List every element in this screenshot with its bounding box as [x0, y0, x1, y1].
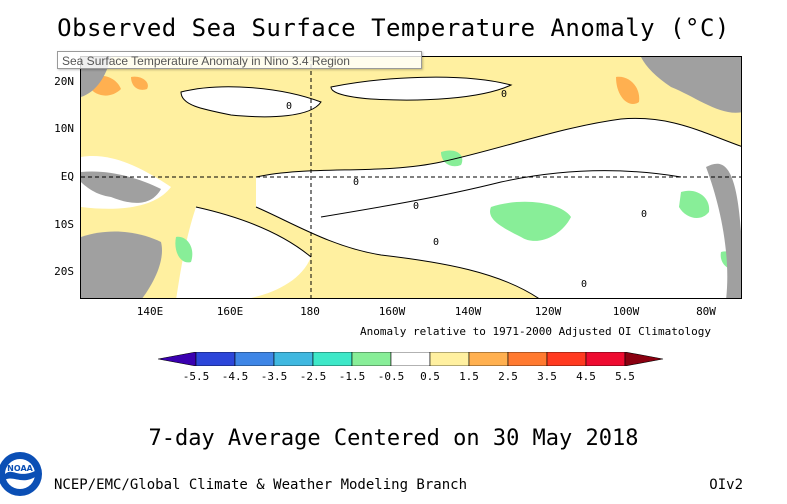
colorbar-tick: 1.5: [459, 370, 479, 383]
lat-label-20n: 20N: [54, 75, 74, 88]
colorbar-tick: -5.5: [182, 370, 210, 383]
contour-label: 0: [433, 237, 439, 248]
colorbar-tick: -1.5: [338, 370, 366, 383]
contour-line-6: [320, 170, 682, 218]
climatology-note: Anomaly relative to 1971-2000 Adjusted O…: [360, 325, 711, 338]
map-title: Observed Sea Surface Temperature Anomaly…: [57, 14, 730, 42]
colorbar-swatch: [234, 352, 275, 366]
cool-patch-equatorial: [441, 150, 463, 167]
contour-label: 0: [413, 201, 419, 212]
warm-tongue-south: [311, 242, 517, 298]
colorbar-swatch: [585, 352, 626, 366]
colorbar-tick: 2.5: [498, 370, 518, 383]
colorbar-tick: -0.5: [377, 370, 405, 383]
lat-label-10n: 10N: [54, 122, 74, 135]
sst-anomaly-map: 0 0 0 0 0 0 0: [80, 56, 742, 299]
colorbar: [158, 352, 664, 366]
colorbar-tick: 0.5: [420, 370, 440, 383]
land-indonesia: [81, 171, 161, 203]
lon-label-100w: 100W: [612, 305, 640, 318]
lon-label-160e: 160E: [216, 305, 244, 318]
contour-line-3: [180, 86, 322, 118]
cool-patch-southwest: [175, 236, 193, 263]
cool-patch-central: [490, 201, 571, 241]
cool-patch-east: [679, 190, 710, 219]
lat-label-10s: 10S: [54, 218, 74, 231]
colorbar-swatch: [351, 352, 392, 366]
map-hover-tooltip: Sea Surface Temperature Anomaly in Nino …: [57, 51, 422, 69]
lon-label-140w: 140W: [454, 305, 482, 318]
contour-label: 0: [286, 101, 292, 112]
noaa-logo: NOAA: [0, 452, 42, 496]
contour-line-5: [195, 206, 312, 258]
land-south-america: [706, 163, 741, 298]
contour-label: 0: [641, 209, 647, 220]
colorbar-swatch: [468, 352, 509, 366]
contour-line-1: [255, 117, 741, 178]
colorbar-tick: -3.5: [260, 370, 288, 383]
colorbar-swatch: [312, 352, 353, 366]
colorbar-swatch: [195, 352, 236, 366]
land-north-america: [641, 57, 741, 113]
hot-patch-northwest-2: [131, 76, 148, 90]
lon-label-180: 180: [300, 305, 320, 318]
lon-label-80w: 80W: [696, 305, 716, 318]
contour-label: 0: [353, 177, 359, 188]
colorbar-swatch: [546, 352, 587, 366]
lon-label-140e: 140E: [136, 305, 164, 318]
colorbar-tick: -4.5: [221, 370, 249, 383]
colorbar-tick: 4.5: [576, 370, 596, 383]
map-canvas: 0 0 0 0 0 0 0: [81, 57, 741, 298]
lon-label-120w: 120W: [534, 305, 562, 318]
contour-label: 0: [501, 89, 507, 100]
land-australia: [81, 231, 162, 298]
colorbar-swatch: [429, 352, 470, 366]
neutral-region-southwest: [176, 207, 311, 298]
contour-line-2: [255, 206, 539, 298]
neutral-region-northcentral: [331, 77, 511, 101]
colorbar-swatch: [273, 352, 314, 366]
contour-label: 0: [581, 279, 587, 290]
noaa-logo-text: NOAA: [7, 464, 33, 473]
colorbar-swatch: [158, 352, 197, 366]
neutral-region-north: [181, 86, 321, 117]
hot-patch-northeast: [616, 76, 640, 105]
colorbar-swatch: [624, 352, 664, 366]
lat-label-eq: EQ: [60, 170, 74, 183]
colorbar-tick: 5.5: [615, 370, 635, 383]
colorbar-tick: 3.5: [537, 370, 557, 383]
lon-label-160w: 160W: [378, 305, 406, 318]
averaging-period: 7-day Average Centered on 30 May 2018: [148, 426, 639, 451]
contour-line-4: [330, 76, 513, 101]
colorbar-swatch: [507, 352, 548, 366]
colorbar-swatch: [390, 352, 431, 366]
footer-dataset: OIv2: [709, 477, 743, 493]
footer-credit: NCEP/EMC/Global Climate & Weather Modeli…: [54, 477, 468, 493]
colorbar-tick: -2.5: [299, 370, 327, 383]
lat-label-20s: 20S: [54, 265, 74, 278]
